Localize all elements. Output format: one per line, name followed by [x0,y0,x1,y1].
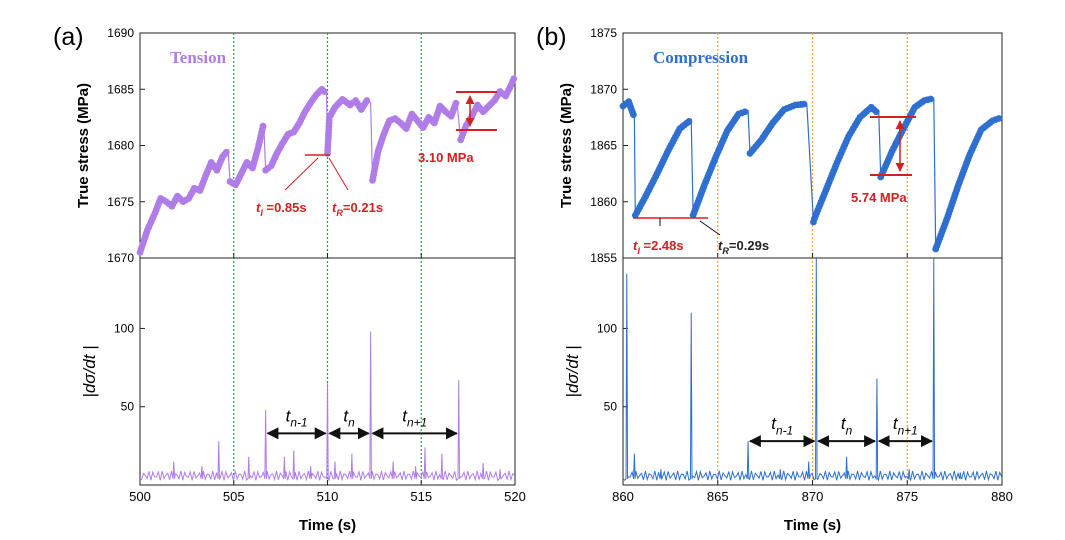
tr-annotation: tR=0.29s [718,238,769,256]
x-tick-label-1: 865 [707,489,729,504]
bottom-y-axis-label: |dσ/dt | [80,345,99,397]
x-tick-label-4: 880 [991,489,1013,504]
panel-label: (a) [53,23,84,51]
panel-a: 500 505 510 515 520 Time (s) 1670 1675 1680 1685 1… [53,23,526,534]
top-y-axis-label: True stress (MPa) [75,83,92,208]
interval-label-0: tn-1 [286,406,308,429]
stress-point [995,115,1003,122]
derivative-series-line [139,331,515,482]
x-axis-label: Time (s) [784,517,841,534]
x-tick-label-2: 510 [317,489,339,504]
bottom-y-tick-label-0: 50 [121,400,135,414]
amplitude-annotation: 5.74 MPa [851,190,907,205]
top-y-tick-label-1: 1675 [107,195,134,209]
stress-point [741,108,749,116]
top-y-tick-label-3: 1685 [107,82,134,96]
x-tick-label-0: 860 [612,489,634,504]
mode-label: Compression [653,48,749,67]
stress-point [259,122,267,130]
stress-point [630,111,637,119]
top-y-axis-label: True stress (MPa) [558,83,575,208]
x-tick-label-3: 515 [410,489,432,504]
tr-leader [699,220,721,236]
panel-b: 860 865 870 875 880 Time (s) 1855 1860 1865 1870 1… [536,23,1013,534]
interval-label-2: tn+1 [402,406,427,429]
stress-point [320,88,328,95]
stress-point [927,95,935,103]
x-tick-label-3: 875 [896,489,918,504]
interval-label-1: tn [343,406,355,429]
top-y-tick-label-4: 1875 [590,26,617,40]
ti-leader [284,157,319,191]
ti-annotation: tI =2.48s [633,238,684,256]
mode-label: Tension [170,48,227,67]
top-y-tick-label-3: 1870 [590,82,617,96]
top-y-tick-label-2: 1865 [590,139,617,153]
tr-leader [328,157,349,191]
interval-label-0: tn-1 [771,414,793,437]
bottom-y-tick-label-0: 50 [604,400,618,414]
x-axis-label: Time (s) [299,517,356,534]
top-y-tick-label-0: 1855 [590,251,617,265]
stress-point [222,148,230,156]
stress-point [872,108,880,116]
bottom-y-tick-label-1: 100 [597,321,617,335]
top-y-tick-label-1: 1860 [590,195,617,209]
ti-annotation: tI =0.85s [256,200,307,218]
x-tick-label-4: 520 [504,489,526,504]
stress-point [452,99,460,107]
bottom-y-axis-label: |dσ/dt | [563,345,582,397]
panel-label: (b) [536,23,567,51]
stress-point [685,118,693,125]
x-tick-label-1: 505 [223,489,245,504]
interval-label-1: tn [841,414,853,437]
top-y-tick-label-2: 1680 [107,139,134,153]
tr-annotation: tR=0.21s [332,200,383,218]
stress-point [363,97,371,104]
top-y-tick-label-0: 1670 [107,251,134,265]
x-tick-label-2: 870 [802,489,824,504]
top-y-tick-label-4: 1690 [107,26,134,40]
x-tick-label-0: 500 [129,489,151,504]
stress-point [800,100,808,108]
stress-point [510,75,518,83]
derivative-series-line [622,257,1003,482]
interval-label-2: tn+1 [893,414,918,437]
amplitude-annotation: 3.10 MPa [418,150,474,165]
bottom-y-tick-label-1: 100 [114,321,134,335]
